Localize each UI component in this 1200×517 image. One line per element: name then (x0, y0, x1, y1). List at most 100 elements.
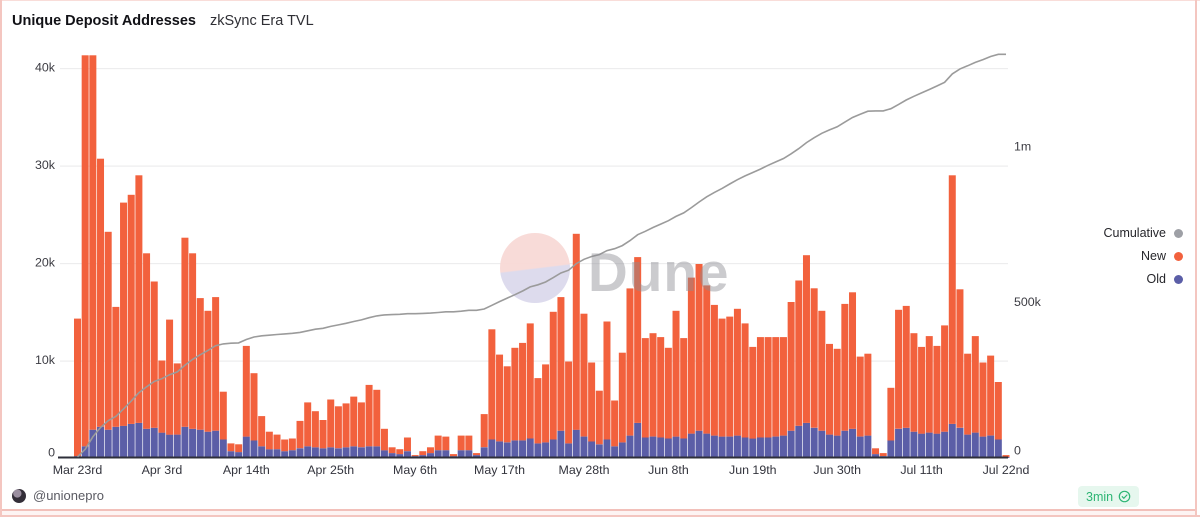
bar-new[interactable] (741, 323, 749, 438)
bar-old[interactable] (664, 438, 672, 459)
bar-old[interactable] (994, 439, 1002, 459)
bar-old[interactable] (657, 437, 665, 459)
bar-new[interactable] (189, 253, 197, 429)
bar-new[interactable] (265, 431, 273, 450)
bar-old[interactable] (97, 426, 105, 458)
bar-old[interactable] (818, 430, 826, 458)
bar-new[interactable] (104, 231, 112, 430)
bar-new[interactable] (826, 343, 833, 435)
bar-new[interactable] (971, 336, 979, 433)
bar-old[interactable] (756, 437, 764, 459)
bar-old[interactable] (741, 437, 749, 459)
bar-new[interactable] (334, 406, 342, 449)
bar-old[interactable] (120, 425, 128, 458)
bar-old[interactable] (588, 441, 596, 458)
bar-old[interactable] (158, 432, 166, 458)
bar-new[interactable] (204, 310, 212, 432)
bar-old[interactable] (173, 434, 181, 458)
bar-old[interactable] (649, 436, 657, 459)
bar-new[interactable] (434, 435, 442, 451)
bar-old[interactable] (726, 436, 734, 459)
bar-new[interactable] (480, 414, 488, 448)
bar-old[interactable] (258, 446, 266, 458)
bar-old[interactable] (733, 435, 741, 458)
bar-old[interactable] (304, 446, 312, 458)
bar-new[interactable] (411, 455, 419, 457)
bar-new[interactable] (150, 281, 158, 428)
bar-new[interactable] (465, 435, 473, 451)
legend-item-old[interactable]: Old (1103, 271, 1183, 287)
bar-new[interactable] (680, 338, 688, 439)
bar-old[interactable] (342, 447, 350, 458)
bar-new[interactable] (281, 439, 289, 452)
bar-old[interactable] (334, 448, 342, 459)
bar-new[interactable] (964, 353, 972, 435)
bar-old[interactable] (442, 450, 450, 458)
bar-old[interactable] (787, 430, 795, 458)
bar-old[interactable] (895, 428, 903, 459)
bar-new[interactable] (879, 453, 887, 456)
bar-new[interactable] (227, 443, 235, 452)
bar-new[interactable] (120, 202, 128, 426)
bar-old[interactable] (357, 447, 365, 458)
bar-old[interactable] (925, 432, 933, 458)
bar-new[interactable] (588, 362, 596, 442)
bar-new[interactable] (818, 310, 826, 431)
bar-old[interactable] (580, 436, 588, 459)
bar-old[interactable] (465, 450, 473, 458)
bar-old[interactable] (204, 431, 212, 458)
bar-new[interactable] (710, 304, 718, 436)
bar-new[interactable] (81, 55, 89, 447)
bar-old[interactable] (687, 433, 695, 458)
bar-new[interactable] (496, 354, 504, 442)
bar-old[interactable] (987, 435, 995, 458)
bar-new[interactable] (350, 396, 358, 447)
bar-new[interactable] (327, 399, 335, 448)
bar-old[interactable] (196, 429, 204, 458)
bar-new[interactable] (196, 298, 204, 430)
bar-new[interactable] (918, 346, 926, 434)
bar-old[interactable] (864, 435, 872, 458)
bar-old[interactable] (764, 437, 772, 459)
bar-old[interactable] (572, 429, 580, 458)
bar-new[interactable] (235, 444, 243, 453)
bar-old[interactable] (680, 438, 688, 459)
bar-new[interactable] (212, 297, 220, 431)
bar-new[interactable] (296, 420, 304, 449)
bar-new[interactable] (557, 297, 565, 431)
bar-old[interactable] (365, 446, 373, 458)
bar-new[interactable] (242, 345, 250, 437)
bar-old[interactable] (964, 434, 972, 458)
bar-old[interactable] (557, 430, 565, 458)
bar-new[interactable] (933, 345, 941, 434)
bar-old[interactable] (603, 439, 611, 459)
bar-old[interactable] (534, 443, 542, 458)
bar-old[interactable] (434, 450, 442, 458)
bar-new[interactable] (941, 325, 949, 432)
bar-old[interactable] (910, 431, 918, 458)
bar-old[interactable] (779, 435, 787, 458)
bar-old[interactable] (526, 438, 534, 459)
bar-new[interactable] (173, 363, 181, 435)
bar-new[interactable] (657, 337, 665, 438)
bar-new[interactable] (373, 389, 381, 447)
bar-old[interactable] (695, 430, 703, 458)
bar-new[interactable] (74, 318, 81, 457)
bar-new[interactable] (511, 347, 519, 441)
bar-new[interactable] (503, 366, 511, 443)
legend-item-cumulative[interactable]: Cumulative (1103, 225, 1183, 241)
bar-old[interactable] (327, 447, 335, 458)
bar-old[interactable] (626, 435, 634, 458)
bar-new[interactable] (143, 253, 151, 429)
bar-old[interactable] (611, 446, 619, 458)
bar-new[interactable] (733, 308, 741, 436)
bar-old[interactable] (496, 441, 504, 458)
author-attribution[interactable]: @unionepro (12, 488, 104, 503)
bar-old[interactable] (104, 429, 112, 458)
bar-old[interactable] (396, 454, 404, 458)
bar-old[interactable] (212, 430, 220, 458)
bar-new[interactable] (895, 309, 903, 429)
bar-old[interactable] (971, 432, 979, 458)
bar-new[interactable] (703, 285, 711, 434)
bar-new[interactable] (457, 435, 465, 451)
